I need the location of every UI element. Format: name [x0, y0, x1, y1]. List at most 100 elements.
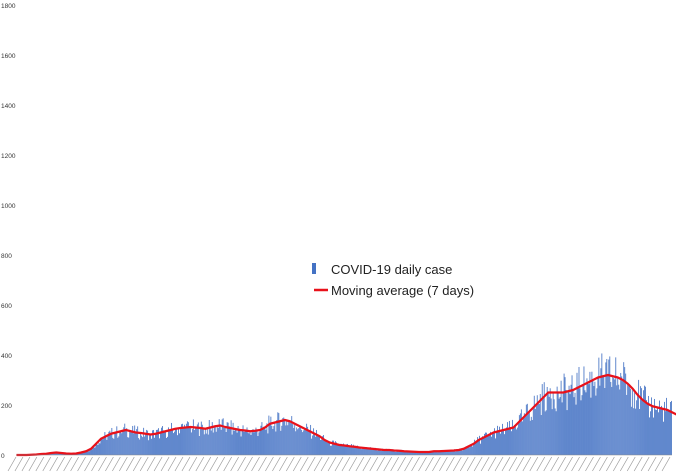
daily-case-bar	[551, 409, 553, 455]
daily-case-bar	[316, 429, 318, 455]
x-tick-mark	[613, 456, 622, 472]
x-tick-mark	[98, 456, 107, 472]
daily-case-bar	[485, 432, 486, 455]
daily-case-bar	[139, 439, 141, 455]
daily-case-bar	[212, 432, 214, 455]
daily-case-bar	[492, 433, 493, 455]
daily-case-bar	[192, 419, 194, 455]
daily-case-bar	[347, 447, 349, 455]
daily-case-bar	[595, 395, 597, 455]
daily-case-bar	[234, 429, 236, 455]
daily-case-bar	[144, 436, 146, 455]
daily-case-bar	[469, 447, 471, 455]
daily-case-bar	[471, 445, 473, 455]
daily-case-bar	[305, 428, 307, 455]
daily-case-bar	[194, 427, 196, 455]
daily-case-bar	[406, 452, 408, 455]
daily-case-bar	[366, 448, 368, 455]
x-tick-mark	[557, 456, 566, 472]
daily-case-bar	[522, 417, 524, 455]
daily-case-bar	[647, 403, 648, 455]
daily-case-bar	[185, 423, 187, 455]
daily-case-bar	[657, 407, 658, 455]
daily-case-bar	[181, 423, 183, 455]
daily-case-bar	[458, 450, 460, 455]
daily-case-bar	[244, 430, 246, 455]
daily-case-bar	[408, 451, 410, 455]
daily-case-bar	[626, 394, 628, 455]
daily-case-bar	[296, 427, 298, 455]
daily-case-bar	[109, 430, 111, 455]
daily-case-bar	[570, 384, 572, 455]
x-tick-mark	[42, 456, 52, 472]
daily-case-bar	[279, 421, 281, 455]
daily-case-bar	[650, 411, 651, 455]
x-tick-mark	[299, 456, 309, 472]
daily-case-bar	[307, 426, 309, 455]
daily-case-bar	[306, 423, 308, 455]
daily-case-bar	[628, 385, 630, 455]
daily-case-bar	[331, 445, 332, 455]
daily-case-bar	[235, 429, 237, 455]
daily-case-bar	[527, 412, 529, 455]
daily-case-bar	[169, 429, 170, 455]
daily-case-bar	[124, 423, 126, 455]
daily-case-bar	[592, 380, 594, 455]
x-tick-mark	[446, 456, 455, 472]
daily-case-bar	[197, 422, 199, 455]
daily-case-bar	[574, 392, 576, 455]
x-tick-mark	[480, 456, 490, 472]
daily-case-bar	[95, 443, 97, 455]
daily-case-bar	[99, 443, 101, 455]
daily-case-bar	[162, 426, 163, 455]
daily-case-bar	[294, 423, 296, 455]
daily-case-bar	[475, 442, 477, 455]
daily-case-bar	[424, 452, 426, 455]
daily-case-bar	[478, 440, 480, 455]
daily-case-bar	[374, 447, 376, 455]
daily-case-bar	[377, 448, 379, 455]
daily-case-bar	[154, 437, 155, 455]
daily-case-bar	[85, 451, 87, 455]
x-tick-mark	[49, 456, 59, 472]
daily-case-bar	[466, 446, 468, 455]
daily-case-bar	[639, 408, 641, 455]
daily-case-bar	[417, 452, 419, 455]
daily-case-bar	[633, 408, 635, 455]
daily-case-bar	[502, 423, 503, 455]
x-tick-mark	[14, 456, 24, 472]
x-tick-mark	[153, 456, 163, 472]
x-tick-mark	[341, 456, 351, 472]
daily-case-bar	[569, 394, 571, 455]
daily-case-bar	[116, 426, 118, 455]
daily-case-bar	[138, 438, 140, 455]
daily-case-bar	[594, 381, 596, 455]
daily-case-bar	[127, 437, 129, 455]
daily-case-bar	[262, 427, 264, 455]
daily-case-bar	[277, 412, 279, 455]
daily-case-bar	[411, 451, 413, 455]
daily-case-bar	[141, 435, 143, 455]
daily-case-bar	[322, 436, 323, 455]
daily-case-bar	[420, 451, 422, 455]
daily-case-bar	[625, 373, 627, 455]
x-tick-mark	[313, 456, 323, 472]
daily-case-bar	[350, 444, 352, 455]
daily-case-bar	[540, 415, 542, 455]
daily-case-bar	[269, 423, 271, 455]
daily-case-bar	[140, 433, 142, 455]
daily-case-bar	[401, 450, 403, 455]
daily-case-bar	[656, 409, 657, 455]
daily-case-bar	[544, 411, 546, 455]
x-tick-mark	[543, 456, 553, 472]
daily-case-bar	[88, 451, 90, 455]
y-tick-label: 400	[1, 353, 12, 360]
daily-case-bar	[457, 449, 459, 455]
daily-case-bar	[206, 427, 208, 455]
daily-case-bar	[588, 384, 590, 455]
daily-case-bar	[549, 388, 551, 455]
daily-case-bar	[543, 382, 545, 455]
x-tick-mark	[425, 456, 434, 472]
x-tick-mark	[105, 456, 114, 472]
daily-case-bar	[174, 431, 175, 455]
